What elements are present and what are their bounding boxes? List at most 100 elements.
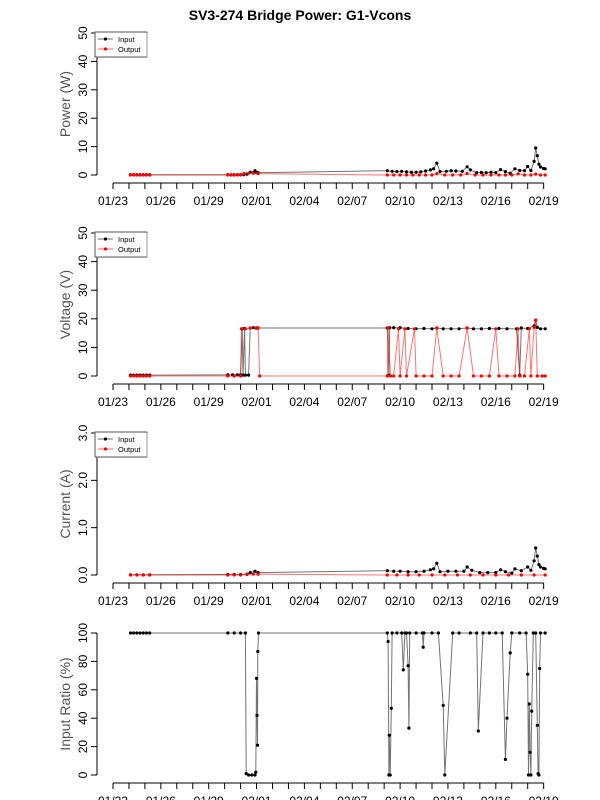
x-tick-label: 01/29 <box>194 594 224 608</box>
data-point <box>395 170 399 174</box>
data-point <box>516 327 520 331</box>
data-point <box>543 327 547 331</box>
data-point <box>519 569 523 573</box>
data-point <box>543 631 547 635</box>
data-point <box>253 569 257 573</box>
data-point <box>468 573 472 577</box>
data-point <box>441 374 445 378</box>
data-point <box>473 173 477 177</box>
x-tick-label: 02/01 <box>242 395 272 409</box>
x-tick-label: 01/29 <box>194 794 224 800</box>
data-point <box>141 374 145 378</box>
data-point <box>239 631 243 635</box>
data-point <box>449 374 453 378</box>
data-point <box>489 170 493 174</box>
data-point <box>529 568 533 572</box>
legend-marker <box>103 437 108 441</box>
series-input-ratio <box>128 631 547 777</box>
data-point <box>389 706 393 710</box>
data-point <box>395 631 399 635</box>
data-point <box>537 162 541 166</box>
data-point <box>226 374 230 378</box>
data-point <box>479 170 483 174</box>
data-point <box>243 631 247 635</box>
y-tick-label: 80 <box>76 654 90 668</box>
y-tick-label: 50 <box>76 226 90 240</box>
data-point <box>527 327 531 331</box>
data-point <box>510 631 514 635</box>
data-point <box>500 631 504 635</box>
data-point <box>487 326 491 331</box>
series-input <box>128 318 547 377</box>
panel-1: 0 10 20 30 40 50 Power (W) 01/23 01/26 01/29 02/01… <box>57 26 559 208</box>
data-point <box>526 164 530 169</box>
x-tick-label: 02/07 <box>337 194 367 208</box>
data-point <box>239 173 243 177</box>
data-point <box>256 631 261 635</box>
data-point <box>518 374 522 378</box>
x-tick-label: 02/13 <box>433 594 463 608</box>
data-point <box>497 173 501 177</box>
data-point <box>530 709 534 713</box>
data-point <box>503 757 507 762</box>
data-point <box>518 631 522 635</box>
data-point <box>513 567 517 571</box>
data-point <box>144 173 149 177</box>
y-tick-label: 20 <box>76 111 90 125</box>
data-point <box>232 631 236 635</box>
y-tick-label: 0.0 <box>76 566 90 583</box>
data-point <box>226 631 230 635</box>
data-point <box>148 173 152 177</box>
data-point <box>404 173 409 177</box>
data-point <box>242 172 246 176</box>
data-point <box>543 374 547 378</box>
data-point <box>435 561 439 565</box>
data-point <box>494 571 498 575</box>
data-point <box>468 168 472 172</box>
y-axis-label: Voltage (V) <box>57 270 73 339</box>
data-point <box>481 173 485 177</box>
data-point <box>465 565 469 569</box>
data-point <box>414 570 418 574</box>
data-point <box>535 554 539 558</box>
data-point <box>241 373 245 377</box>
x-tick-label: 02/07 <box>337 794 367 800</box>
data-point <box>455 573 460 577</box>
data-point <box>258 374 262 378</box>
y-tick-label: 20 <box>76 740 90 754</box>
y-tick-label: 10 <box>76 340 90 354</box>
data-point <box>443 573 447 577</box>
data-point <box>499 168 503 172</box>
data-point <box>435 172 439 176</box>
data-point <box>408 631 412 635</box>
data-point <box>406 664 410 668</box>
data-point <box>414 631 418 635</box>
x-tick-label: 02/13 <box>433 794 463 800</box>
data-point <box>534 546 538 550</box>
data-point <box>519 326 523 330</box>
data-point <box>229 173 233 177</box>
data-point <box>417 173 421 177</box>
series-output <box>128 318 547 378</box>
data-point <box>443 173 447 177</box>
data-point <box>499 568 503 572</box>
data-point <box>132 173 136 177</box>
data-point <box>540 374 544 378</box>
x-tick-label: 02/19 <box>529 194 559 208</box>
y-tick-label: 0 <box>76 372 90 379</box>
data-point <box>494 631 498 635</box>
x-tick-label: 02/10 <box>385 395 415 409</box>
data-point <box>522 374 527 378</box>
data-point <box>457 327 461 331</box>
series-line <box>130 547 546 576</box>
y-tick-label: 40 <box>76 255 90 269</box>
data-point <box>407 726 411 730</box>
data-point <box>251 572 255 576</box>
data-point <box>135 573 139 577</box>
data-point <box>385 569 389 573</box>
x-tick-label: 02/19 <box>529 395 559 409</box>
x-tick-label: 02/04 <box>289 395 319 409</box>
data-point <box>486 571 490 575</box>
x-tick-label: 02/19 <box>529 794 559 800</box>
data-point <box>465 172 469 176</box>
